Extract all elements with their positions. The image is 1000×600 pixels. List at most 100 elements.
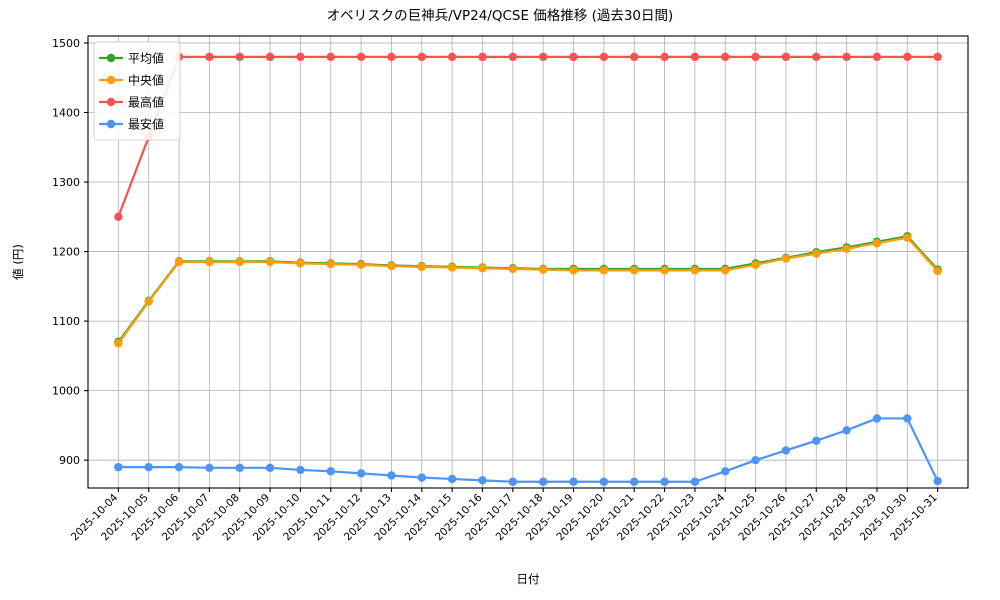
data-point xyxy=(903,52,912,62)
legend-marker-icon xyxy=(106,97,116,107)
data-point xyxy=(599,477,609,486)
data-point xyxy=(296,259,305,268)
data-point xyxy=(417,473,426,482)
data-point xyxy=(387,261,396,271)
data-point xyxy=(265,463,275,473)
data-point xyxy=(721,266,730,275)
data-point xyxy=(751,260,760,269)
data-point xyxy=(842,52,851,62)
data-point xyxy=(630,266,639,275)
series-line xyxy=(117,55,939,218)
data-point xyxy=(478,52,487,62)
data-point xyxy=(599,266,609,275)
legend-item-label: 最高値 xyxy=(128,95,164,110)
data-point xyxy=(781,52,791,62)
legend-background xyxy=(93,41,181,141)
data-point xyxy=(114,339,123,348)
data-point xyxy=(447,474,457,484)
data-point xyxy=(690,477,700,486)
y-axis-label: 値 (円) xyxy=(11,244,25,280)
data-point xyxy=(265,52,275,62)
legend-item-最高値[interactable]: 最高値 xyxy=(98,95,164,110)
series-中央値 xyxy=(114,233,942,348)
y-tick-label: 1100 xyxy=(52,315,80,328)
data-point xyxy=(569,52,578,62)
data-point xyxy=(478,264,487,273)
data-point xyxy=(660,477,669,486)
legend-marker-icon xyxy=(106,119,116,129)
data-point xyxy=(812,249,821,258)
data-point xyxy=(387,52,396,62)
series-最安値 xyxy=(114,414,942,486)
data-point xyxy=(205,463,214,473)
x-axis-label: 日付 xyxy=(517,572,540,586)
data-point xyxy=(903,414,912,423)
data-point xyxy=(417,262,426,272)
data-point xyxy=(356,469,366,478)
legend-item-最安値[interactable]: 最安値 xyxy=(98,117,164,132)
data-point xyxy=(842,244,851,253)
data-point xyxy=(781,254,791,263)
data-point xyxy=(356,260,366,269)
data-point xyxy=(356,52,366,62)
data-point xyxy=(781,446,791,455)
data-point xyxy=(630,477,639,486)
data-point xyxy=(235,257,244,267)
series-最高値 xyxy=(114,52,942,221)
data-point xyxy=(205,52,214,62)
y-tick-label: 1200 xyxy=(52,246,80,259)
plot-area-frame xyxy=(87,35,969,489)
data-point xyxy=(690,52,700,62)
chart-title: オベリスクの巨神兵/VP24/QCSE 価格推移 (過去30日間) xyxy=(327,8,674,24)
data-point xyxy=(690,266,700,275)
data-point xyxy=(660,266,669,275)
y-tick-label: 1400 xyxy=(52,106,80,119)
y-tick-label: 900 xyxy=(59,454,80,467)
data-series-layer xyxy=(114,52,942,486)
series-line xyxy=(117,417,939,483)
data-point xyxy=(872,52,882,62)
data-point xyxy=(842,426,851,435)
data-point xyxy=(872,239,882,248)
data-point xyxy=(296,52,305,62)
data-point xyxy=(721,52,730,62)
data-point xyxy=(326,259,335,269)
data-point xyxy=(447,263,457,272)
data-point xyxy=(630,52,639,62)
data-point xyxy=(114,462,123,472)
data-point xyxy=(751,455,760,465)
data-point xyxy=(114,212,123,221)
data-point xyxy=(508,52,518,62)
data-point xyxy=(721,467,730,476)
data-point xyxy=(933,476,942,486)
y-axis-ticks: 900 1000 1100 1200 1300 1400 1500 xyxy=(52,37,88,467)
y-tick-label: 1300 xyxy=(52,176,80,189)
data-point xyxy=(903,233,912,242)
legend-item-label: 中央値 xyxy=(128,73,164,88)
legend-marker-icon xyxy=(106,53,116,63)
data-point xyxy=(326,52,335,62)
legend-item-中央値[interactable]: 中央値 xyxy=(98,73,164,88)
data-point xyxy=(569,477,578,486)
data-point xyxy=(751,52,760,62)
data-point xyxy=(508,477,518,486)
data-point xyxy=(447,52,457,62)
data-point xyxy=(387,471,396,480)
data-point xyxy=(205,257,214,267)
data-point xyxy=(235,463,244,473)
y-tick-label: 1500 xyxy=(52,37,80,50)
legend-marker-icon xyxy=(106,75,116,85)
data-point xyxy=(508,264,518,274)
legend-item-label: 平均値 xyxy=(128,51,164,66)
data-point xyxy=(872,414,882,423)
data-point xyxy=(538,52,548,62)
data-point xyxy=(417,52,426,62)
y-tick-label: 1000 xyxy=(52,385,80,398)
data-point xyxy=(326,467,335,476)
legend-item-label: 最安値 xyxy=(128,117,164,132)
legend-item-平均値[interactable]: 平均値 xyxy=(98,51,164,66)
data-point xyxy=(478,476,487,485)
